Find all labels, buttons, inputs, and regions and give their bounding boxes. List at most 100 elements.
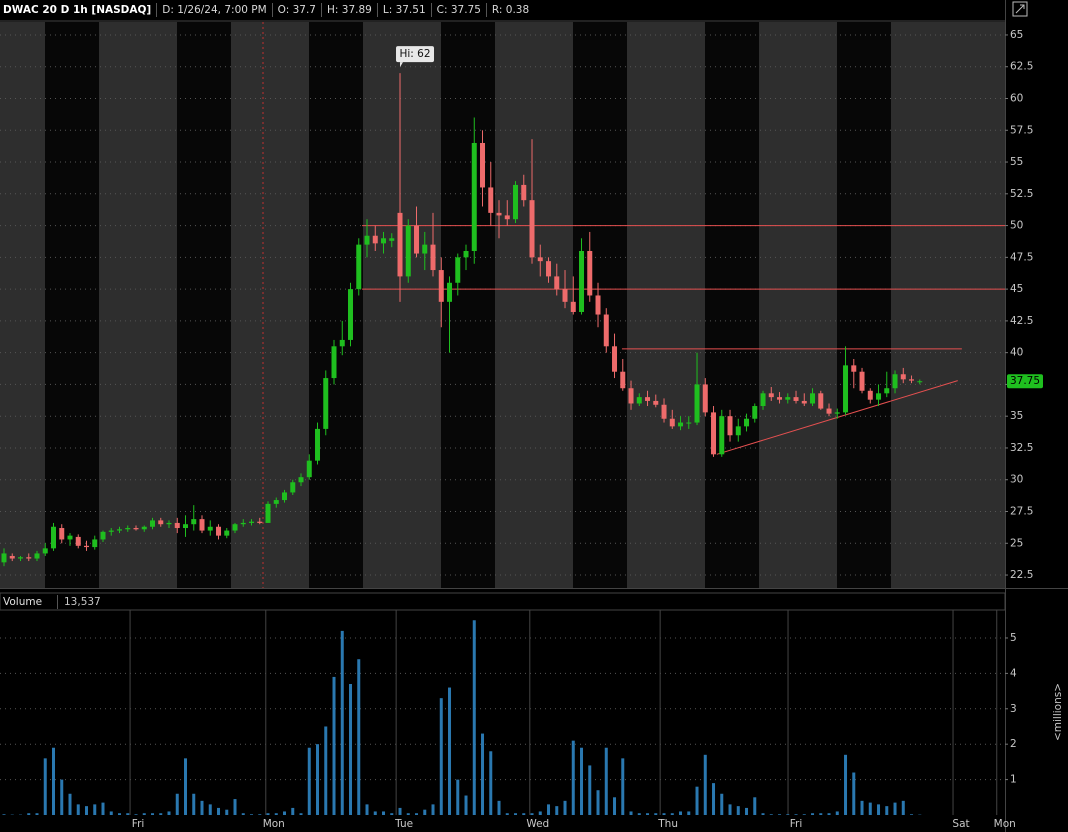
candle-body <box>587 250 593 296</box>
candle-body <box>224 530 230 536</box>
y-tick-label: 2 <box>1010 738 1017 750</box>
volume-subtitle: 13,537 <box>64 596 101 608</box>
volume-bar <box>794 814 798 815</box>
volume-bar <box>555 806 559 815</box>
volume-bar <box>217 807 221 815</box>
candle-body <box>381 238 387 244</box>
volume-bar <box>580 747 584 815</box>
volume-bar <box>134 814 138 815</box>
info: L: 37.51 <box>378 3 432 17</box>
volume-bar <box>637 813 641 815</box>
candle-body <box>389 238 395 241</box>
volume-bar <box>753 797 757 815</box>
info: C: 37.75 <box>432 3 487 17</box>
info: D: 1/26/24, 7:00 PM <box>157 3 273 17</box>
candle-body <box>892 374 898 389</box>
x-tick-label: Sat <box>952 818 969 830</box>
candle-body <box>298 477 304 483</box>
candle-body <box>51 526 57 549</box>
x-tick-label: Mon <box>263 818 285 830</box>
info: H: 37.89 <box>322 3 378 17</box>
regular-hours <box>45 22 99 588</box>
volume-bar <box>340 630 344 815</box>
volume-bar <box>349 683 353 815</box>
candle-body <box>422 244 428 254</box>
candle-body <box>777 397 783 400</box>
y-tick-label: 25 <box>1010 537 1023 549</box>
volume-bar <box>291 807 295 815</box>
volume-bar <box>464 795 468 815</box>
volume-bar <box>679 811 683 815</box>
y-tick-label: 55 <box>1010 156 1023 168</box>
candle-body <box>92 539 98 548</box>
candle-body <box>900 374 906 380</box>
volume-bar <box>852 772 856 815</box>
volume-bar <box>613 797 617 815</box>
candle-body <box>810 393 816 404</box>
candle-body <box>447 282 453 302</box>
candle-body <box>463 250 469 258</box>
candle-body <box>785 397 791 400</box>
candle-body <box>282 492 288 501</box>
volume-bar <box>670 813 674 815</box>
volume-bar <box>316 744 320 815</box>
candle-body <box>26 557 32 559</box>
candle-body <box>851 365 857 372</box>
candle-body <box>760 393 766 407</box>
icon-glyph <box>1015 4 1025 14</box>
volume-bar <box>530 813 534 815</box>
volume-bar <box>621 758 625 815</box>
candle-body <box>339 339 345 347</box>
volume-bar <box>571 740 575 815</box>
volume-bar <box>2 814 6 815</box>
volume-bar <box>175 793 179 815</box>
volume-bar <box>893 802 897 815</box>
candle-body <box>100 531 106 540</box>
candle-body <box>496 212 502 216</box>
info: O: 37.7 <box>273 3 322 17</box>
candle-body <box>174 522 180 529</box>
candle-body <box>876 393 882 400</box>
candle-body <box>480 142 486 188</box>
candle-body <box>834 412 840 414</box>
candle-body <box>9 555 15 559</box>
x-tick-label: Wed <box>526 818 549 830</box>
candle-body <box>216 526 222 536</box>
candle-body <box>645 397 651 401</box>
volume-bar <box>200 800 204 815</box>
y-tick-label: 62.5 <box>1010 61 1033 73</box>
icon[interactable] <box>1012 1 1028 17</box>
volume-bar <box>184 758 188 815</box>
candle-body <box>628 388 634 404</box>
volume-bar <box>373 811 377 815</box>
volume-bar <box>786 814 790 815</box>
candle-body <box>158 520 164 525</box>
volume-bar <box>274 813 278 815</box>
candle-body <box>826 408 832 414</box>
volume-bar <box>885 806 889 815</box>
volume-bar <box>827 813 831 815</box>
candle-body <box>719 416 725 455</box>
volume-bar <box>423 809 427 815</box>
candle-body <box>727 416 733 436</box>
regular-hours <box>177 22 231 588</box>
annotation-text: Hi: 62 <box>399 48 430 60</box>
volume-bar <box>514 813 518 815</box>
y-tick-label: 5 <box>1010 632 1017 644</box>
volume-bar <box>109 811 113 815</box>
candle-body <box>504 215 510 220</box>
candle-body <box>257 521 263 523</box>
volume-bar <box>101 802 105 815</box>
candle-body <box>133 528 139 530</box>
y-tick-label: 22.5 <box>1010 569 1033 581</box>
volume-bar <box>538 811 542 815</box>
volume-bar <box>835 811 839 815</box>
volume-bar <box>241 813 245 815</box>
candle-body <box>150 520 156 527</box>
candle-body <box>554 276 560 290</box>
candle-body <box>331 346 337 379</box>
volume-header <box>0 592 1006 611</box>
volume-bar <box>703 754 707 815</box>
y-tick-label: 60 <box>1010 93 1023 105</box>
